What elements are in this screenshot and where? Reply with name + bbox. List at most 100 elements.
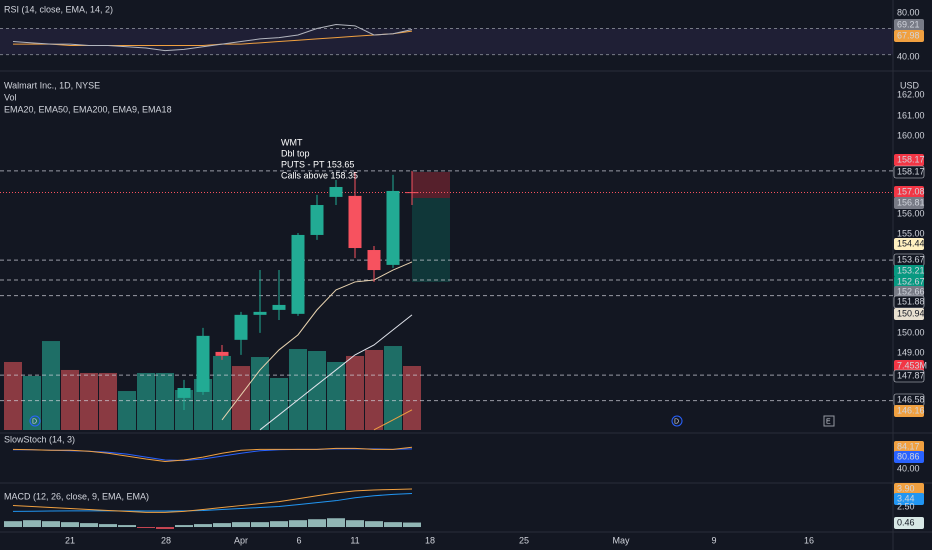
short-position-stop <box>412 172 450 198</box>
price-label: 7.453M <box>897 360 927 370</box>
stoch-k-line <box>12 446 413 462</box>
price-badge <box>894 308 924 320</box>
ema-line <box>373 409 413 431</box>
price-label: 0.46 <box>897 517 915 527</box>
event-label: E <box>826 418 831 425</box>
short-position-target <box>412 198 450 282</box>
price-label: 156.00 <box>897 208 925 218</box>
macd-histogram-bar <box>308 519 326 528</box>
volume-bar <box>308 350 326 430</box>
price-label: 152.67 <box>897 276 925 286</box>
macd-histogram-bar <box>23 520 41 528</box>
price-label: 40.00 <box>897 51 920 61</box>
event-label: D <box>674 418 679 425</box>
volume-title: Vol <box>4 92 17 102</box>
annotation-text: PUTS - PT 153.65 <box>281 159 354 169</box>
price-badge <box>894 360 924 372</box>
price-label: 40.00 <box>897 463 920 473</box>
price-badge <box>894 517 924 529</box>
price-badge <box>893 165 925 179</box>
price-label: 2.50 <box>897 501 915 511</box>
price-badge <box>894 186 924 198</box>
candle-body <box>234 314 248 340</box>
currency: USD <box>900 80 920 90</box>
price-label: 3.90 <box>897 483 915 493</box>
volume-bar <box>289 349 307 430</box>
symbol-title: Walmart Inc., 1D, NYSE <box>4 80 100 90</box>
price-badge <box>893 369 925 383</box>
volume-bar <box>346 355 364 430</box>
volume-bar <box>384 346 402 430</box>
macd-histogram-bar <box>327 518 345 528</box>
candle-body <box>405 192 419 194</box>
macd-title: MACD (12, 26, close, 9, EMA, EMA) <box>4 491 149 501</box>
volume-bar <box>156 372 174 430</box>
event-marker <box>29 415 41 427</box>
price-badge <box>894 19 924 31</box>
rsi-line <box>12 24 413 52</box>
time-label: 9 <box>711 535 716 545</box>
macd-histogram-bar <box>346 520 364 528</box>
candle-body <box>386 190 400 265</box>
price-label: 162.00 <box>897 89 925 99</box>
time-label: Apr <box>234 535 248 545</box>
price-label: 150.94 <box>897 308 925 318</box>
macd-histogram-bar <box>384 522 402 528</box>
price-label: 151.88 <box>897 296 925 306</box>
rsi-title: RSI (14, close, EMA, 14, 2) <box>4 4 113 14</box>
volume-bar <box>213 355 231 430</box>
macd-histogram-bar <box>4 521 22 528</box>
annotation-text: WMT <box>281 137 303 147</box>
macd-histogram-bar <box>289 520 307 528</box>
time-label: 28 <box>161 535 171 545</box>
price-badge <box>894 238 924 250</box>
price-label: 147.87 <box>897 370 925 380</box>
annotation-text: Calls above 158.35 <box>281 170 358 180</box>
ema-line <box>259 314 413 431</box>
volume-bar <box>42 341 60 430</box>
macd-histogram-bar <box>80 523 98 528</box>
volume-bar <box>80 372 98 430</box>
time-label: 18 <box>425 535 435 545</box>
price-badge <box>894 276 924 288</box>
price-label: 155.00 <box>897 228 925 238</box>
macd-histogram-bar <box>232 522 250 528</box>
price-badge <box>894 451 924 463</box>
event-marker <box>671 415 683 427</box>
candle-body <box>329 186 343 197</box>
price-badge <box>894 30 924 42</box>
price-label: 149.00 <box>897 347 925 357</box>
price-label: 80.86 <box>897 451 920 461</box>
price-badge <box>894 286 924 298</box>
price-label: 152.66 <box>897 286 925 296</box>
time-label: 25 <box>519 535 529 545</box>
price-label: 153.67 <box>897 254 925 264</box>
price-label: 153.21 <box>897 265 925 275</box>
price-badge <box>894 154 924 166</box>
candle-body <box>310 205 324 235</box>
time-label: May <box>612 535 630 545</box>
price-badge <box>894 493 924 505</box>
price-label: 154.44 <box>897 238 925 248</box>
volume-bar <box>251 357 269 430</box>
candle-body <box>367 250 381 271</box>
macd-histogram-bar <box>213 523 231 528</box>
macd-signal-line <box>12 492 413 512</box>
volume-bar <box>118 391 136 430</box>
price-label: 3.44 <box>897 493 915 503</box>
time-label: 6 <box>296 535 301 545</box>
volume-bar <box>61 369 79 430</box>
price-label: 158.17 <box>897 154 925 164</box>
price-badge <box>894 441 924 453</box>
price-label: 67.98 <box>897 30 920 40</box>
price-label: 160.00 <box>897 130 925 140</box>
macd-histogram-bar <box>118 525 136 528</box>
rsi-band <box>0 28 893 55</box>
event-marker <box>823 415 835 427</box>
volume-bar <box>137 372 155 430</box>
macd-histogram-bar <box>270 521 288 528</box>
price-label: 156.81 <box>897 197 925 207</box>
volume-bar <box>327 361 345 430</box>
candle-body <box>253 311 267 315</box>
price-badge <box>894 405 924 417</box>
